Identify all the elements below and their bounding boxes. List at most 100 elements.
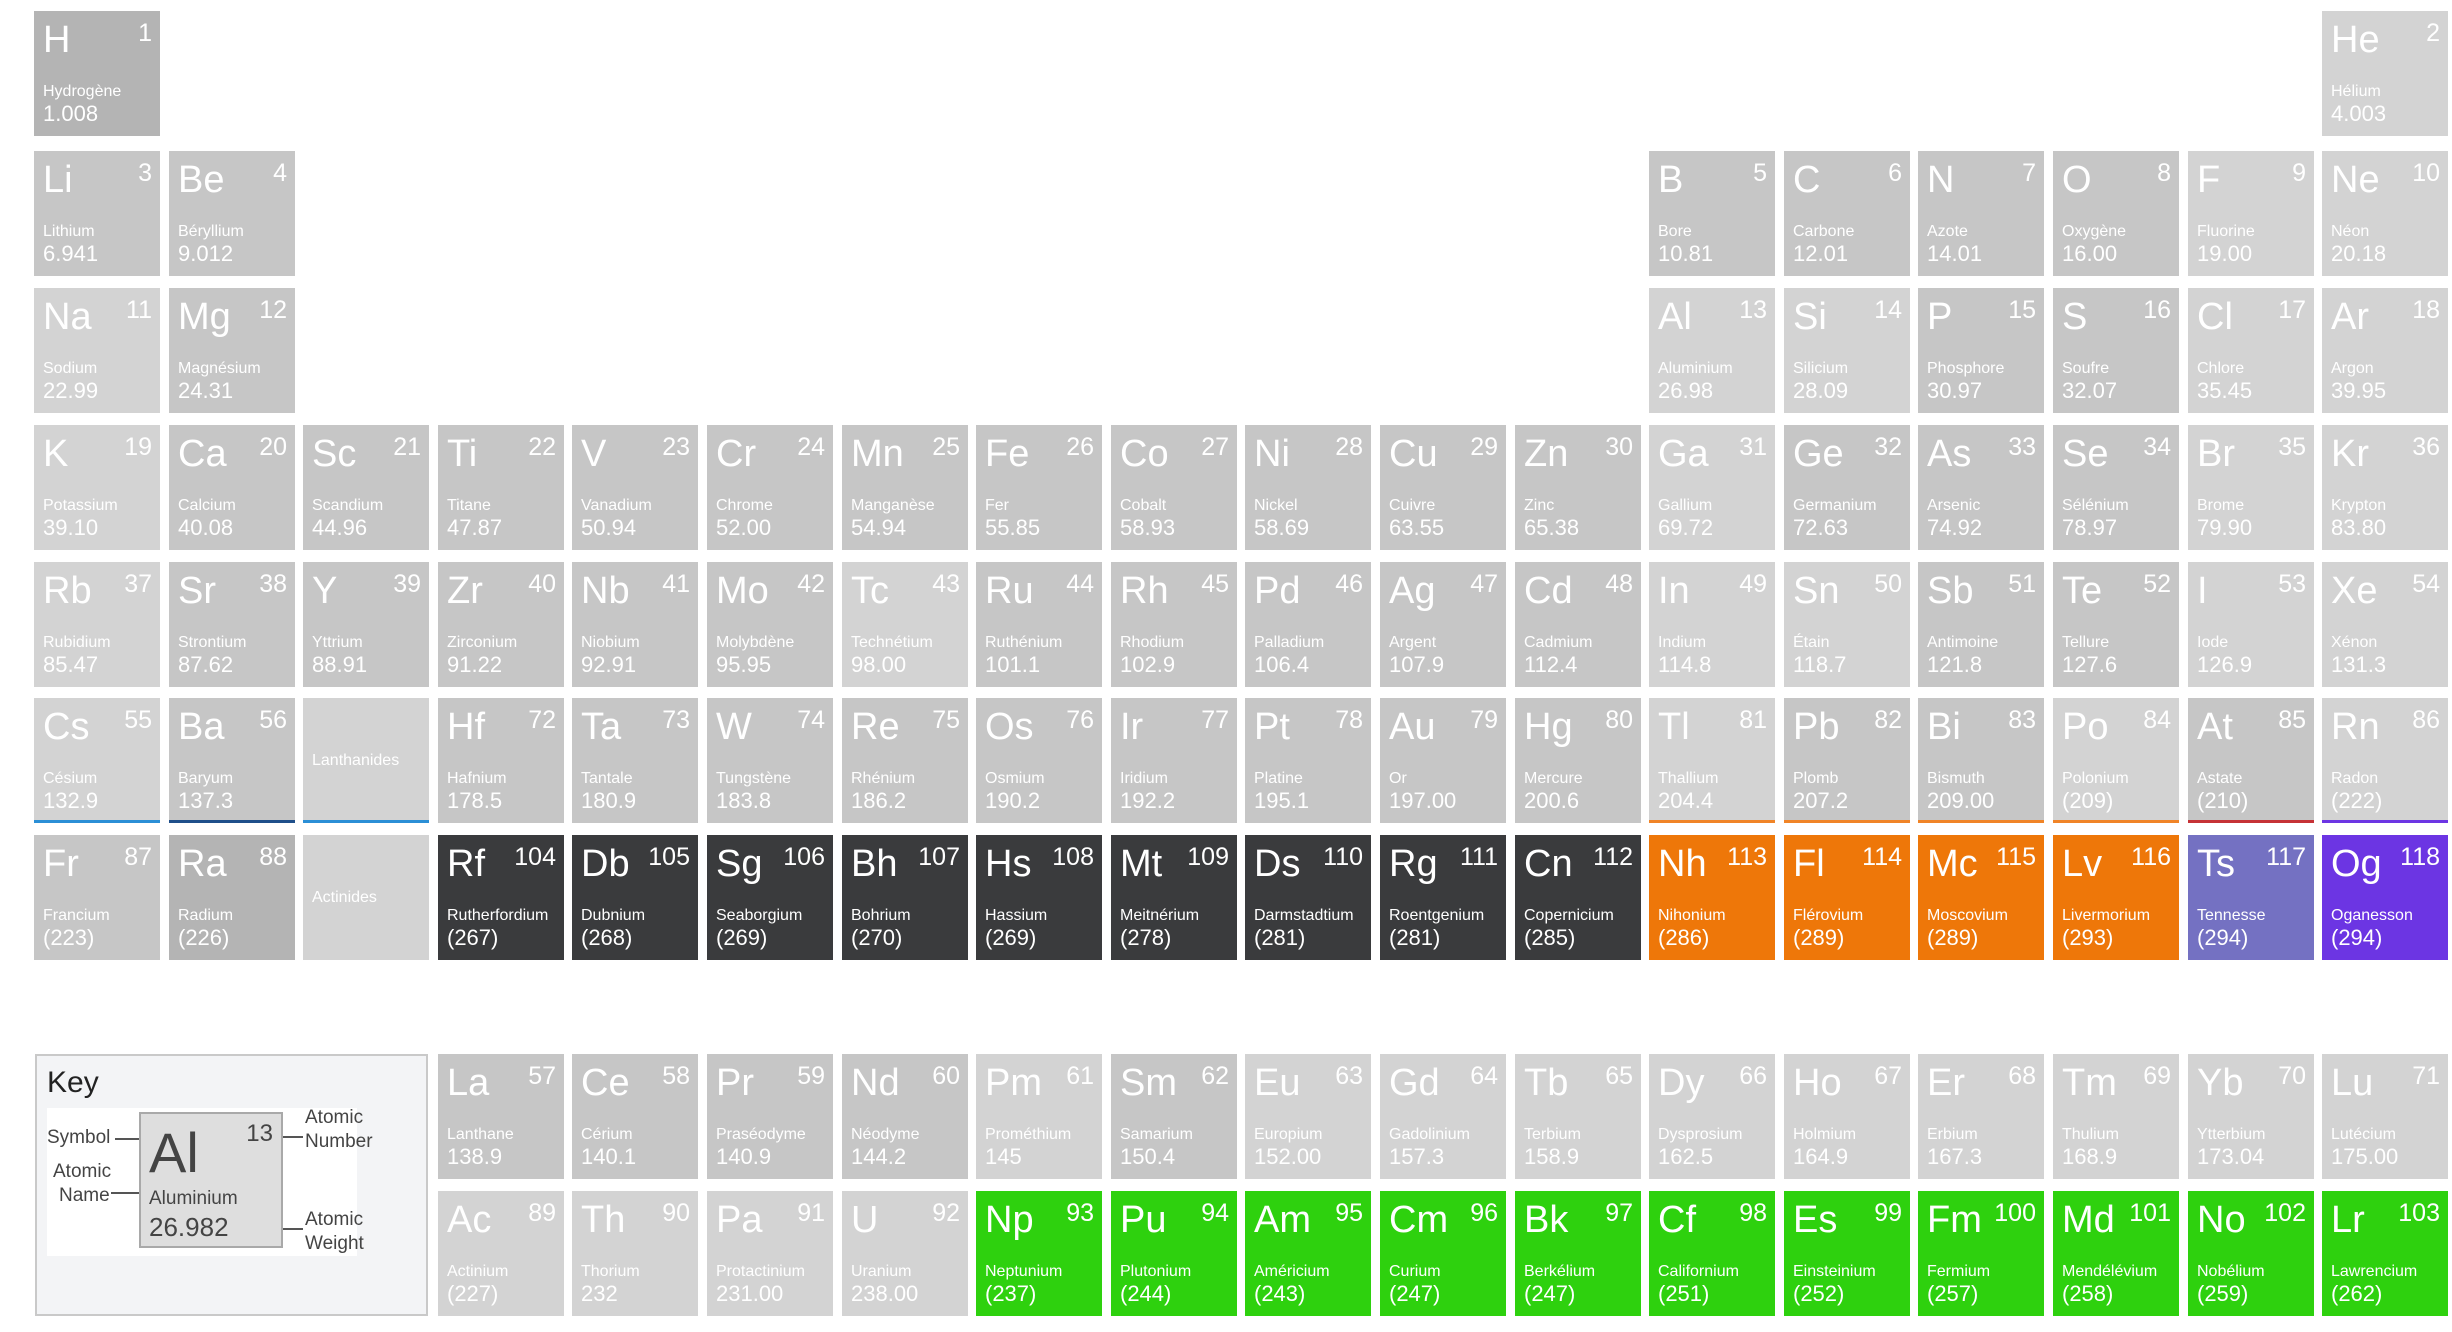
atomic-weight: 69.72 — [1658, 515, 1714, 540]
atomic-number: 102 — [2264, 1199, 2306, 1227]
element-symbol: Tb — [1524, 1062, 1569, 1104]
atomic-number: 107 — [918, 843, 960, 871]
atomic-weight: 20.18 — [2331, 241, 2387, 266]
element-cell-ce: Ce 58 Cérium 140.1 — [572, 1054, 698, 1179]
atomic-number: 41 — [662, 570, 690, 598]
element-name: Molybdène — [716, 634, 795, 651]
element-cell-mc: Mc 115 Moscovium (289) — [1918, 835, 2044, 960]
atomic-number: 40 — [528, 570, 556, 598]
atomic-number: 63 — [1335, 1062, 1363, 1090]
atomic-number: 67 — [1874, 1062, 1902, 1090]
key-title: Key — [47, 1066, 99, 1099]
element-cell-fe: Fe 26 Fer 55.85 — [976, 425, 1102, 550]
atomic-number: 83 — [2008, 706, 2036, 734]
element-symbol: Nb — [581, 570, 630, 612]
atomic-weight: (289) — [1793, 925, 1845, 950]
element-symbol: Og — [2331, 843, 2382, 885]
element-cell-pa: Pa 91 Protactinium 231.00 — [707, 1191, 833, 1316]
element-name: Néon — [2331, 223, 2370, 240]
atomic-weight: (243) — [1254, 1281, 1306, 1306]
element-symbol: Zr — [447, 570, 483, 612]
element-name: Aluminium — [1658, 360, 1733, 377]
atomic-weight: 231.00 — [716, 1281, 784, 1306]
element-name: Calcium — [178, 497, 236, 514]
element-name: Hélium — [2331, 83, 2381, 100]
element-cell-tl: Tl 81 Thallium 204.4 — [1649, 698, 1775, 823]
element-name: Iridium — [1120, 770, 1169, 787]
element-name: Dubnium — [581, 907, 646, 924]
atomic-weight: 106.4 — [1254, 652, 1310, 677]
element-symbol: Fl — [1793, 843, 1825, 885]
element-name: Ytterbium — [2197, 1126, 2266, 1143]
atomic-weight: (259) — [2197, 1281, 2249, 1306]
atomic-number: 35 — [2278, 433, 2306, 461]
element-symbol: Np — [985, 1199, 1034, 1241]
element-symbol: Dy — [1658, 1062, 1705, 1104]
atomic-number: 103 — [2398, 1199, 2440, 1227]
atomic-weight: 118.7 — [1793, 652, 1847, 677]
element-symbol: Ag — [1389, 570, 1436, 612]
atomic-number: 8 — [2157, 159, 2171, 187]
element-cell-be: Be 4 Béryllium 9.012 — [169, 151, 295, 276]
element-name: Europium — [1254, 1126, 1323, 1143]
atomic-number: 108 — [1052, 843, 1094, 871]
element-name: Technétium — [851, 634, 933, 651]
atomic-weight: 190.2 — [985, 788, 1041, 813]
atomic-weight: 65.38 — [1524, 515, 1580, 540]
element-cell-db: Db 105 Dubnium (268) — [572, 835, 698, 960]
element-name: Lanthane — [447, 1126, 514, 1143]
atomic-weight: 107.9 — [1389, 652, 1445, 677]
element-name: Terbium — [1524, 1126, 1581, 1143]
atomic-weight: 74.92 — [1927, 515, 1983, 540]
element-name: Krypton — [2331, 497, 2387, 514]
element-cell-cr: Cr 24 Chrome 52.00 — [707, 425, 833, 550]
element-cell-si: Si 14 Silicium 28.09 — [1784, 288, 1910, 413]
key-weight-connector — [283, 1228, 303, 1230]
element-cell-co: Co 27 Cobalt 58.93 — [1111, 425, 1237, 550]
key-example-symbol: Al — [149, 1121, 199, 1184]
atomic-weight: 58.69 — [1254, 515, 1310, 540]
element-symbol: Ho — [1793, 1062, 1842, 1104]
element-name: Américium — [1254, 1263, 1330, 1280]
atomic-number: 87 — [124, 843, 152, 871]
element-symbol: Po — [2062, 706, 2109, 748]
key-example-name: Aluminium — [149, 1188, 238, 1209]
element-name: Or — [1389, 770, 1407, 787]
element-name: Titane — [447, 497, 491, 514]
element-symbol: Cf — [1658, 1199, 1696, 1241]
atomic-weight: 195.1 — [1254, 788, 1310, 813]
atomic-weight: 63.55 — [1389, 515, 1445, 540]
atomic-weight: 145 — [985, 1144, 1022, 1169]
atomic-number: 78 — [1335, 706, 1363, 734]
element-cell-ar: Ar 18 Argon 39.95 — [2322, 288, 2448, 413]
group-underline — [169, 820, 295, 823]
element-cell-ga: Ga 31 Gallium 69.72 — [1649, 425, 1775, 550]
element-symbol: Cs — [43, 706, 90, 748]
element-name: Seaborgium — [716, 907, 803, 924]
element-name: Vanadium — [581, 497, 652, 514]
atomic-weight: (267) — [447, 925, 499, 950]
element-symbol: Lu — [2331, 1062, 2374, 1104]
element-cell-rg: Rg 111 Roentgenium (281) — [1380, 835, 1506, 960]
element-symbol: Si — [1793, 296, 1827, 338]
group-underline — [2053, 820, 2179, 823]
atomic-weight: (289) — [1927, 925, 1979, 950]
element-symbol: Mt — [1120, 843, 1163, 885]
key-example-cell: Al 13 Aluminium 26.982 — [139, 1112, 283, 1248]
element-cell-he: He 2 Hélium 4.003 — [2322, 11, 2448, 136]
element-symbol: Ni — [1254, 433, 1290, 475]
element-symbol: Mg — [178, 296, 231, 338]
element-cell-sg: Sg 106 Seaborgium (269) — [707, 835, 833, 960]
element-symbol: N — [1927, 159, 1955, 201]
atomic-number: 27 — [1201, 433, 1229, 461]
atomic-weight: 19.00 — [2197, 241, 2253, 266]
element-name: Mercure — [1524, 770, 1583, 787]
element-cell-es: Es 99 Einsteinium (252) — [1784, 1191, 1910, 1316]
element-name: Copernicium — [1524, 907, 1614, 924]
element-symbol: Be — [178, 159, 225, 201]
actinides-placeholder: Actinides — [303, 835, 429, 960]
atomic-weight: 173.04 — [2197, 1144, 2265, 1169]
atomic-number: 86 — [2412, 706, 2440, 734]
atomic-weight: 232 — [581, 1281, 618, 1306]
atomic-weight: (251) — [1658, 1281, 1710, 1306]
